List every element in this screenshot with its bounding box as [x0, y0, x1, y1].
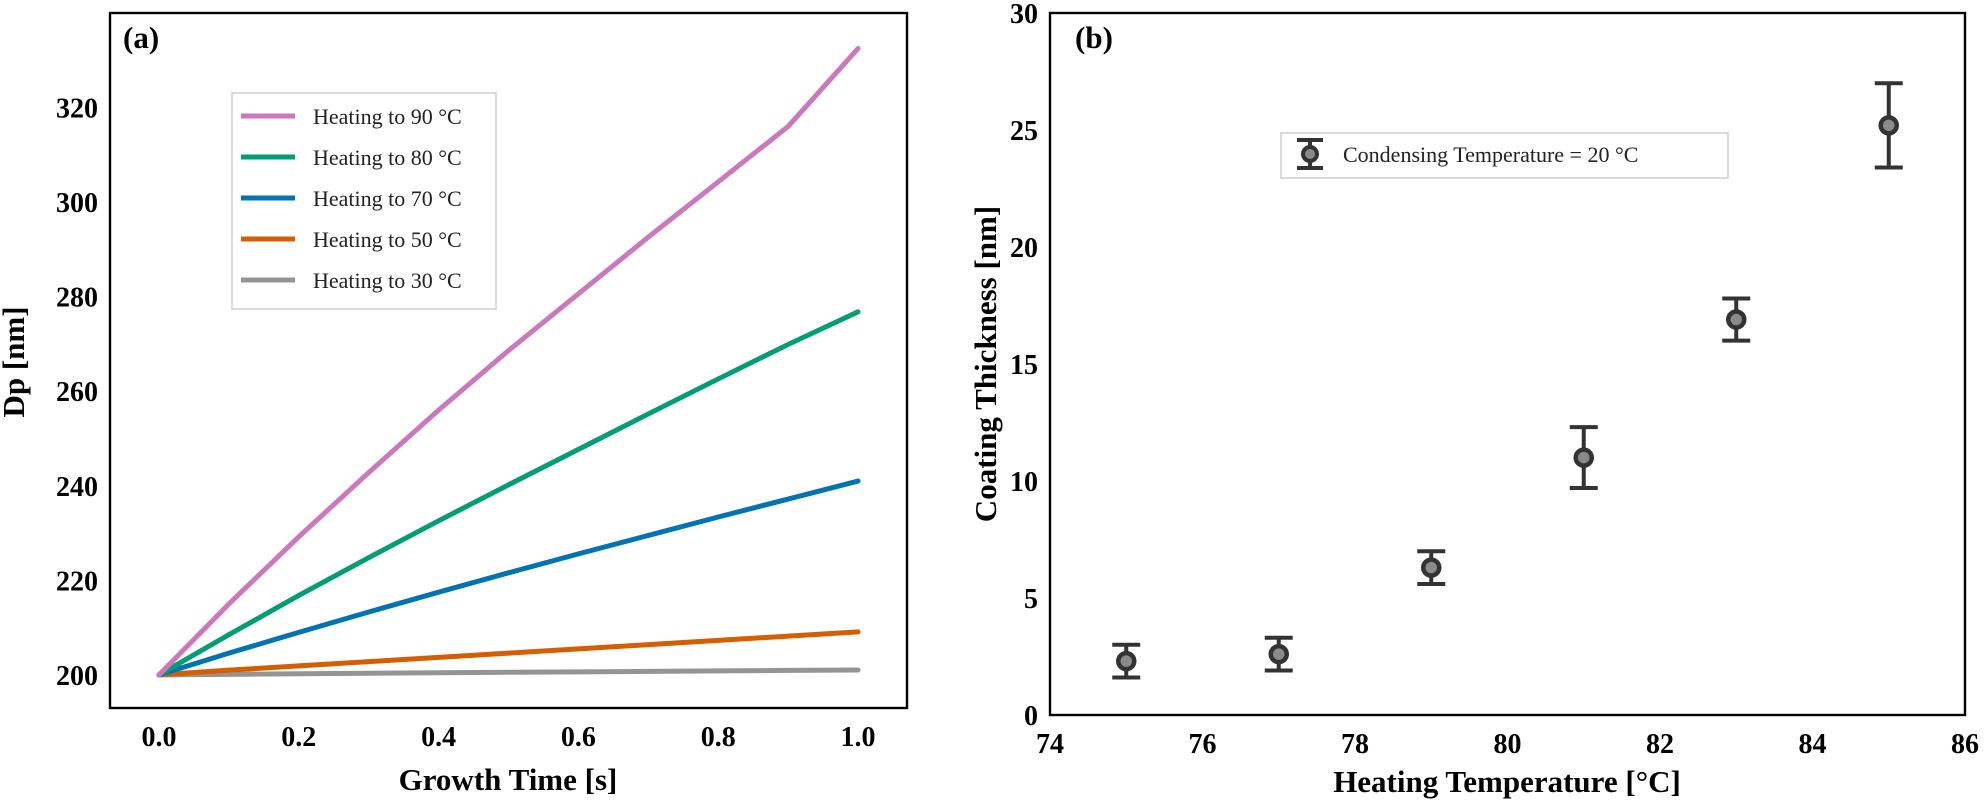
panel-a-y-tick-label: 240: [56, 472, 98, 503]
panel-b-y-tick-label: 15: [1010, 350, 1038, 381]
panel-b-data-point: [1264, 635, 1293, 673]
panel-b-y-tick-label: 10: [1010, 467, 1038, 498]
panel-b-y-tick-label: 25: [1010, 116, 1038, 147]
panel-b-data-point: [1569, 425, 1598, 491]
panel-a-label: (a): [123, 20, 159, 55]
panel-a-legend-label: Heating to 80 °C: [313, 145, 462, 170]
panel-a-y-tick-label: 200: [56, 661, 98, 692]
panel-b-x-tick-label: 76: [1189, 729, 1217, 760]
panel-a-legend-label: Heating to 50 °C: [313, 227, 462, 252]
panel-b-y-tick-label: 20: [1010, 233, 1038, 264]
panel-a-series-line: [156, 478, 861, 678]
panel-a-y-tick-label: 320: [56, 94, 98, 125]
panel-b-x-tick-label: 80: [1494, 729, 1522, 760]
panel-b-y-tick-label: 30: [1010, 0, 1038, 30]
panel-b-legend-label: Condensing Temperature = 20 °C: [1343, 142, 1638, 167]
panel-b-plot-area: [1048, 11, 1967, 717]
panel-a-y-axis-label: Dp [nm]: [0, 306, 31, 417]
panel-b-legend: Condensing Temperature = 20 °C: [1280, 132, 1729, 179]
panel-b-x-tick-label: 86: [1951, 729, 1979, 760]
panel-b-data-point: [1874, 81, 1903, 170]
panel-a-series-lines: [156, 45, 861, 678]
panel-a-x-axis-label: Growth Time [s]: [399, 762, 618, 797]
panel-a-series-line: [156, 45, 861, 678]
panel-b-x-tick-label: 82: [1646, 729, 1674, 760]
panel-a-legend-label: Heating to 70 °C: [313, 186, 462, 211]
panel-a-x-tick-label: 0.8: [701, 722, 736, 753]
panel-b-marker: [1421, 557, 1442, 578]
panel-a-legend-box: [231, 92, 497, 310]
panel-a-line-chart: (a) 0.0 0.2 0.4 0.6 0.8 1.0 200 220 240 260 280 30…: [0, 11, 909, 797]
panel-a-x-tick-label: 0.6: [561, 722, 596, 753]
panel-b-legend-box: [1280, 132, 1729, 179]
panel-b-marker: [1268, 643, 1289, 665]
panel-b-legend-marker: [1297, 138, 1323, 170]
panel-a-x-tick-label: 0.4: [421, 722, 456, 753]
panel-b-y-tick-label: 0: [1024, 701, 1038, 732]
panel-b-data-point: [1112, 642, 1141, 680]
panel-b-errorbar-chart: (b) 74 76 78 80 82 84 86 0 5 10 15 20 25 30 Condensi…: [968, 0, 1979, 799]
panel-b-x-tick-label: 78: [1341, 729, 1369, 760]
panel-b-y-ticks: 0 5 10 15 20 25 30: [1010, 0, 1038, 732]
panel-b-data-point: [1417, 549, 1446, 586]
panel-a-y-tick-label: 300: [56, 188, 98, 219]
panel-b-data-point: [1722, 296, 1751, 343]
panel-b-y-axis-label: Coating Thickness [nm]: [968, 206, 1003, 522]
panel-a-legend: Heating to 90 °C Heating to 80 °C Heating …: [231, 92, 497, 310]
panel-b-x-tick-label: 84: [1799, 729, 1827, 760]
panel-a-y-tick-label: 220: [56, 566, 98, 597]
panel-b-data-points: [1112, 81, 1903, 680]
panel-a-x-tick-label: 0.0: [141, 722, 176, 753]
panel-b-marker: [1573, 447, 1594, 468]
panel-a-series-line: [156, 667, 861, 678]
panel-a-x-tick-label: 1.0: [841, 722, 876, 753]
panel-a-plot-area: [108, 11, 909, 710]
panel-a-legend-label: Heating to 30 °C: [313, 268, 462, 293]
panel-b-label: (b): [1075, 20, 1113, 55]
panel-a-y-tick-label: 260: [56, 377, 98, 408]
panel-a-x-ticks: 0.0 0.2 0.4 0.6 0.8 1.0: [141, 722, 875, 753]
panel-a-x-tick-label: 0.2: [281, 722, 316, 753]
panel-b-marker: [1878, 115, 1899, 136]
panel-b-marker: [1116, 650, 1137, 672]
panel-a-y-ticks: 200 220 240 260 280 300 320: [56, 94, 98, 692]
panel-b-legend-circle: [1301, 145, 1319, 163]
panel-b-x-axis-label: Heating Temperature [°C]: [1333, 764, 1681, 799]
panel-a-y-tick-label: 280: [56, 283, 98, 314]
panel-a-series-line: [156, 629, 861, 678]
panel-b-x-tick-label: 74: [1036, 729, 1064, 760]
panel-b-marker: [1726, 309, 1747, 330]
panel-b-y-tick-label: 5: [1024, 584, 1038, 615]
panel-a-series-line: [156, 309, 861, 678]
panel-b-x-ticks: 74 76 78 80 82 84 86: [1036, 729, 1979, 760]
panel-a-legend-label: Heating to 90 °C: [313, 104, 462, 129]
